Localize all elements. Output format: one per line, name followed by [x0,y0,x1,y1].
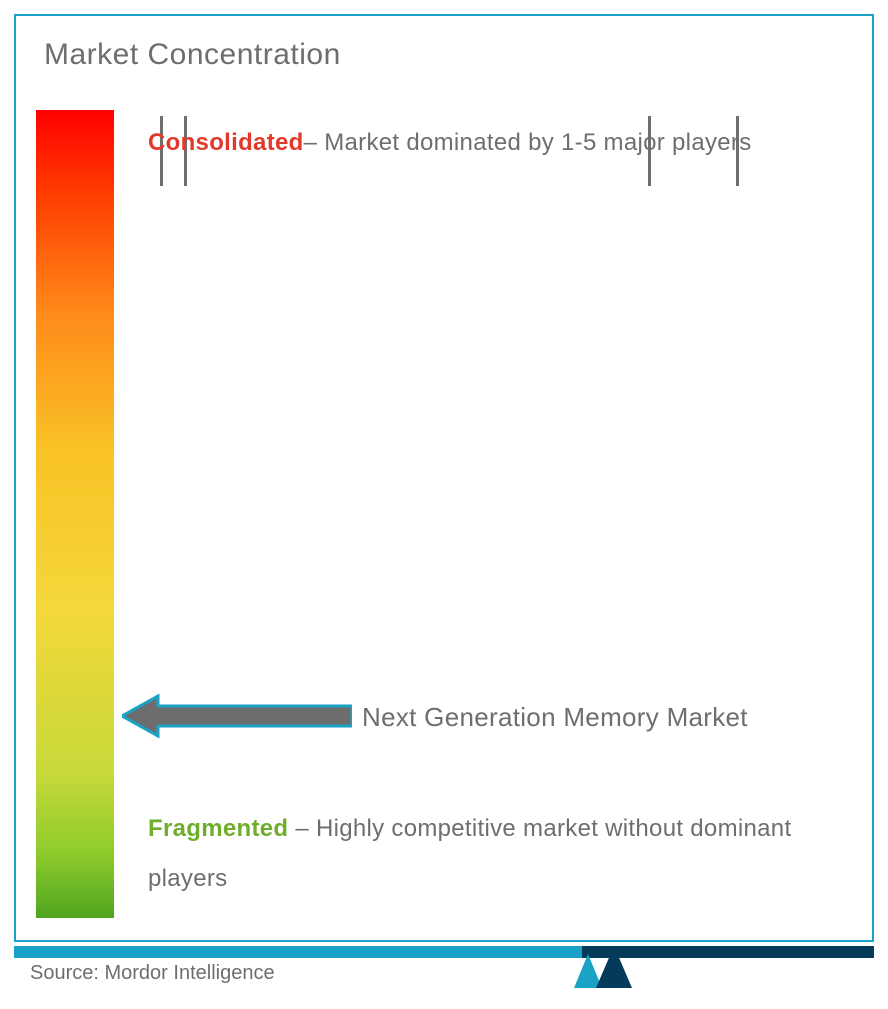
source-attribution: Source: Mordor Intelligence [30,962,275,985]
source-name: Mordor Intelligence [104,962,274,984]
consolidated-text: – Market dominated by 1-5 major players [304,129,752,156]
source-prefix: Source: [30,962,104,984]
consolidated-description: Consolidated– Market dominated by 1-5 ma… [148,118,848,168]
fragmented-tag: Fragmented [148,815,288,842]
marker-arrow [122,694,352,738]
consolidated-tag: Consolidated [148,129,304,156]
footer-stripe-left [14,946,582,958]
concentration-gradient-bar [36,110,114,918]
fragmented-description: Fragmented – Highly competitive market w… [148,804,848,905]
footer: Source: Mordor Intelligence [14,946,874,992]
brand-logo-icon [568,944,644,992]
concentration-card: Market Concentration Consolidated– Marke… [14,14,874,942]
marker-label: Next Generation Memory Market [362,702,748,733]
chart-title: Market Concentration [44,38,341,72]
